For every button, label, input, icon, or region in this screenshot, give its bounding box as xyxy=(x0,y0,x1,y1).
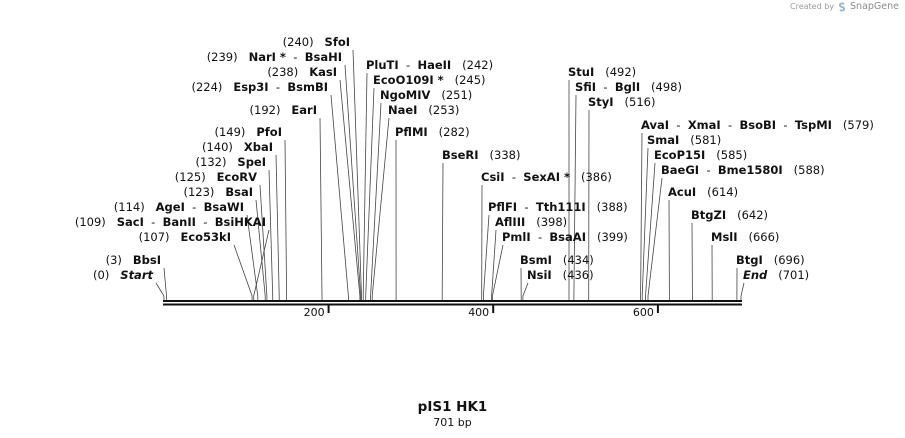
leader-line-ngomiv xyxy=(370,102,382,300)
ruler-tick-label: 600 xyxy=(633,306,654,319)
leader-line-nsii xyxy=(522,282,529,300)
site-label-naei[interactable]: NaeI (253) xyxy=(388,103,459,117)
site-label-btgi[interactable]: BtgI (696) xyxy=(736,253,805,267)
leader-line-sfii xyxy=(573,94,577,300)
ruler-tick-mark xyxy=(656,305,659,313)
site-label-saci[interactable]: (109) SacI - BanII - BsiHKAI xyxy=(75,215,266,229)
plasmid-length: 701 bp xyxy=(433,416,472,429)
backbone-top-strand xyxy=(163,300,742,302)
leader-line-pfoi xyxy=(284,139,287,300)
site-label-bsmi[interactable]: BsmI (434) xyxy=(520,253,594,267)
site-label-msli[interactable]: MslI (666) xyxy=(711,230,779,244)
backbone-bottom-strand xyxy=(163,303,742,306)
site-label-ecoo109i[interactable]: EcoO109I * (245) xyxy=(373,73,486,87)
ruler-tick-label: 400 xyxy=(468,306,489,319)
site-label-acui[interactable]: AcuI (614) xyxy=(668,185,738,199)
leader-line-smai xyxy=(641,147,649,300)
snapgene-logo-icon xyxy=(838,1,846,12)
leader-line-ecoo109i xyxy=(365,87,375,300)
leader-line-bseri xyxy=(441,162,444,300)
leader-line-bsai xyxy=(255,199,266,300)
site-label-end[interactable]: End (701) xyxy=(743,268,809,282)
site-label-pluti[interactable]: PluTI - HaeII (242) xyxy=(366,58,493,72)
site-label-bseri[interactable]: BseRI (338) xyxy=(442,148,520,162)
site-label-spei[interactable]: (132) SpeI xyxy=(196,155,266,169)
leader-line-eari xyxy=(319,117,323,300)
site-label-smai[interactable]: SmaI (581) xyxy=(647,133,721,147)
leader-line-pluti xyxy=(362,72,368,300)
site-label-afliii[interactable]: AflIII (398) xyxy=(495,215,567,229)
site-label-ngomiv[interactable]: NgoMIV (251) xyxy=(380,88,472,102)
site-label-stui[interactable]: StuI (492) xyxy=(568,65,636,79)
site-label-ecorv[interactable]: (125) EcoRV xyxy=(175,170,257,184)
leader-line-pmli xyxy=(492,244,504,300)
ruler-tick-mark xyxy=(327,305,330,313)
leader-line-ecorv xyxy=(259,184,268,300)
site-label-esp3i[interactable]: (224) Esp3I - BsmBI xyxy=(191,80,328,94)
site-label-btgzi[interactable]: BtgZI (642) xyxy=(691,208,768,222)
site-label-ecop15i[interactable]: EcoP15I (585) xyxy=(654,148,747,162)
site-label-sfii[interactable]: SfiI - BglI (498) xyxy=(575,80,682,94)
ruler-tick-mark xyxy=(492,305,495,313)
snapgene-watermark: Created by SnapGene xyxy=(790,1,899,12)
site-label-nsii[interactable]: NsiI (436) xyxy=(527,268,594,282)
leader-line-esp3i xyxy=(330,94,349,300)
site-label-bsai[interactable]: (123) BsaI xyxy=(183,185,253,199)
site-labels: (3) BbsI(0) Start (109) SacI - BanII - Bs… xyxy=(75,35,874,282)
leader-line-xbai xyxy=(275,154,280,300)
ruler-tick-label: 200 xyxy=(304,306,325,319)
site-label-csii[interactable]: CsiI - SexAI * (386) xyxy=(481,170,612,184)
site-label-nari[interactable]: (239) NarI * - BsaHI xyxy=(207,50,342,64)
watermark-prefix: Created by xyxy=(790,2,835,11)
site-label-styi[interactable]: StyI (516) xyxy=(588,95,655,109)
site-label-bbsi[interactable]: (3) BbsI xyxy=(106,253,161,267)
leader-line-sfoi xyxy=(352,49,362,300)
site-label-avai[interactable]: AvaI - XmaI - BsoBI - TspMI (579) xyxy=(641,118,874,132)
leader-line-ecop15i xyxy=(645,162,656,300)
site-label-start[interactable]: (0) Start xyxy=(93,268,153,282)
site-label-pfoi[interactable]: (149) PfoI xyxy=(214,125,282,139)
leader-line-start xyxy=(155,282,165,300)
sequence-backbone xyxy=(163,300,742,306)
plasmid-name: pIS1 HK1 xyxy=(417,399,488,415)
site-label-pflfi[interactable]: PflFI - Tth111I (388) xyxy=(488,200,628,214)
site-label-baegi[interactable]: BaeGI - Bme1580I (588) xyxy=(661,163,825,177)
leader-line-end xyxy=(740,282,745,300)
site-label-xbai[interactable]: (140) XbaI xyxy=(202,140,273,154)
site-label-eari[interactable]: (192) EarI xyxy=(250,103,317,117)
site-label-kasi[interactable]: (238) KasI xyxy=(267,65,337,79)
leader-line-nari xyxy=(344,64,362,300)
site-label-eco53ki[interactable]: (107) Eco53kI xyxy=(139,230,231,244)
site-leader-lines xyxy=(155,49,745,300)
leader-line-afliii xyxy=(491,229,497,300)
leader-line-spei xyxy=(268,169,274,300)
leader-line-avai xyxy=(640,132,643,300)
site-label-sfoi[interactable]: (240) SfoI xyxy=(283,35,350,49)
leader-line-kasi xyxy=(339,79,361,300)
leader-line-baegi xyxy=(647,177,663,300)
site-label-agei[interactable]: (114) AgeI - BsaWI xyxy=(114,200,244,214)
watermark-brand: SnapGene xyxy=(850,1,899,12)
leader-line-agei xyxy=(246,214,259,300)
leader-line-naei xyxy=(371,117,390,300)
leader-line-pflfi xyxy=(483,214,490,300)
ruler-ticks: 200 400 600 xyxy=(304,305,659,319)
site-label-pmli[interactable]: PmlI - BsaAI (399) xyxy=(502,230,628,244)
leader-line-eco53ki xyxy=(233,244,253,300)
site-label-pflmi[interactable]: PflMI (282) xyxy=(395,125,470,139)
leader-line-bbsi xyxy=(163,267,167,300)
